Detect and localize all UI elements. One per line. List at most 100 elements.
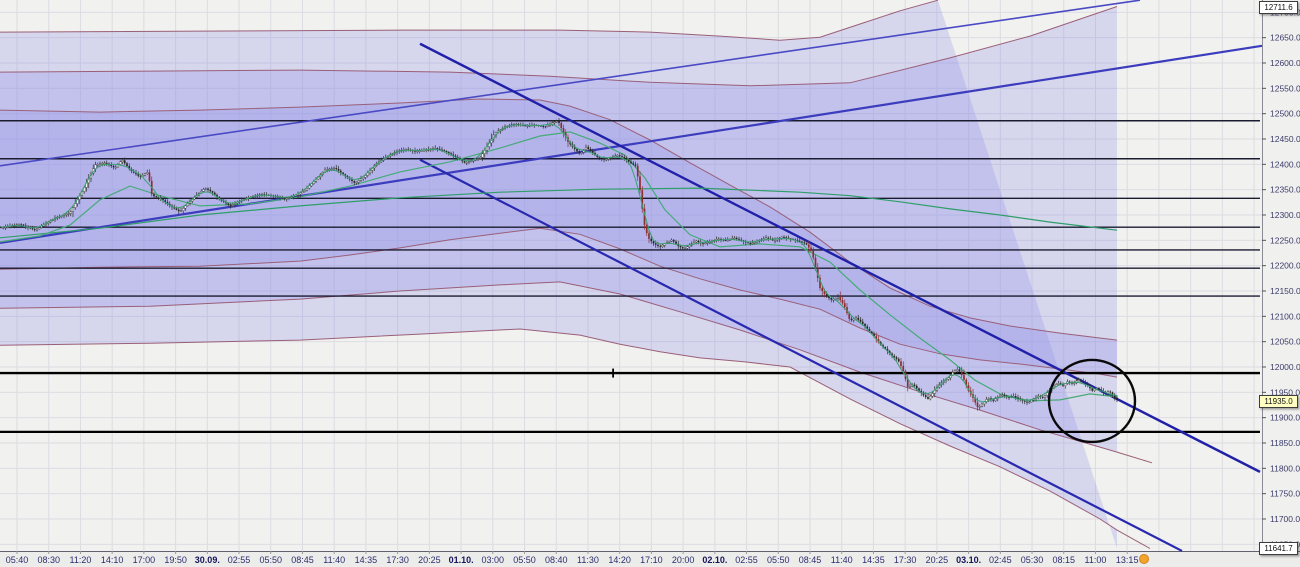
candle-body <box>735 237 738 239</box>
candle-body <box>675 241 677 244</box>
trend-line-descending-upper[interactable] <box>419 42 1261 473</box>
candle-body <box>976 402 979 408</box>
candle-body <box>467 161 471 163</box>
time-axis-label: 03.10. <box>956 555 981 565</box>
candle-body <box>67 213 70 215</box>
candle-body <box>148 172 151 181</box>
candle-body <box>918 388 920 391</box>
candle-body <box>1109 391 1112 393</box>
candle-body <box>337 168 340 171</box>
candle-body <box>0 226 2 228</box>
trend-line-ascending-lower[interactable] <box>0 44 1263 244</box>
candle-body <box>1059 383 1062 385</box>
time-axis-label: 14:35 <box>862 555 885 565</box>
candle-body <box>704 242 707 245</box>
level-anchor-handle[interactable] <box>612 368 614 378</box>
last-price-axis-tag: 11935.0 <box>1259 395 1298 408</box>
candle-body <box>902 365 905 371</box>
candle-body <box>1073 382 1076 385</box>
candle-body <box>209 189 212 192</box>
candle-body <box>98 163 102 165</box>
candle-body <box>702 243 704 245</box>
candle-body <box>888 351 891 354</box>
candle-body <box>96 164 99 166</box>
candle-body <box>868 329 871 332</box>
time-axis-label: 20:25 <box>926 555 949 565</box>
candle-body <box>828 296 830 299</box>
candle-body <box>564 132 567 138</box>
candle-body <box>992 399 995 401</box>
trend-line-descending-lower[interactable] <box>419 158 1183 552</box>
candle-body <box>74 203 77 208</box>
price-axis-label: 12200.0 <box>1270 261 1300 271</box>
band-edge-upper-outer <box>0 0 939 41</box>
candle-body <box>1080 379 1082 381</box>
candle-body <box>227 203 230 205</box>
candle-body <box>753 241 756 244</box>
candle-body <box>71 207 75 212</box>
candle-body <box>893 355 896 358</box>
candle-body <box>1008 397 1010 399</box>
candle-body <box>103 162 106 165</box>
time-axis-panel <box>0 551 1300 567</box>
candle-body <box>1026 401 1028 403</box>
candle-body <box>38 227 41 230</box>
candle-body <box>139 175 142 177</box>
candle-body <box>630 161 632 164</box>
candle-body <box>650 238 653 242</box>
price-axis-label: 11800.0 <box>1270 463 1300 473</box>
candle-body <box>17 224 21 226</box>
candle-body <box>128 166 131 169</box>
candle-body <box>211 191 214 193</box>
candle-body <box>285 198 288 200</box>
band-fill-outer <box>0 0 1117 549</box>
candle-body <box>233 203 237 205</box>
candle-body <box>560 122 563 129</box>
band-edge-upper-inner <box>0 98 1118 341</box>
candle-body <box>294 195 297 197</box>
candle-body <box>625 157 628 160</box>
candle-body <box>112 165 115 168</box>
candle-body <box>652 241 655 244</box>
candle-body <box>859 319 862 322</box>
candle-body <box>873 333 875 337</box>
candle-body <box>479 157 482 159</box>
candle-body <box>207 188 209 190</box>
price-axis-label: 12300.0 <box>1270 210 1300 220</box>
candle-body <box>679 246 682 248</box>
candle-body <box>994 398 997 401</box>
candle-body <box>578 151 581 154</box>
candle-body <box>562 128 565 133</box>
band-fill-inner <box>0 99 1117 378</box>
time-axis-label: 20:25 <box>418 555 441 565</box>
price-axis-label: 11900.0 <box>1270 413 1300 423</box>
candle-body <box>839 297 842 301</box>
candle-body <box>524 125 527 127</box>
candle-body <box>153 194 155 197</box>
candle-body <box>805 243 808 245</box>
candle-body <box>436 148 439 150</box>
band-edge-lower-inner <box>0 227 1118 378</box>
candle-body <box>987 398 990 400</box>
price-axis-label: 12650.0 <box>1270 33 1300 43</box>
candle-body <box>31 228 34 230</box>
time-axis-label: 11:30 <box>577 555 599 565</box>
time-axis-label: 01.10. <box>449 555 474 565</box>
trend-line-ascending-upper[interactable] <box>0 0 1141 167</box>
candle-body <box>819 277 821 288</box>
time-axis-label: 14:20 <box>608 555 631 565</box>
candle-body <box>843 303 846 308</box>
price-axis-panel <box>1262 0 1300 551</box>
highlight-circle-annotation[interactable] <box>1047 358 1137 444</box>
candle-body <box>1014 396 1017 398</box>
candle-body <box>641 190 644 209</box>
candle-body <box>915 385 918 389</box>
price-axis-label: 11950.0 <box>1270 387 1300 397</box>
candle-body <box>927 397 929 399</box>
price-axis-label: 12100.0 <box>1270 311 1300 321</box>
candle-body <box>803 242 806 244</box>
candle-body <box>897 358 900 362</box>
candle-body <box>821 287 824 292</box>
time-axis-labels: 05:40 08:30 11:20 14:10 17:00 19:50 30.09. 02:5… <box>6 551 1138 565</box>
